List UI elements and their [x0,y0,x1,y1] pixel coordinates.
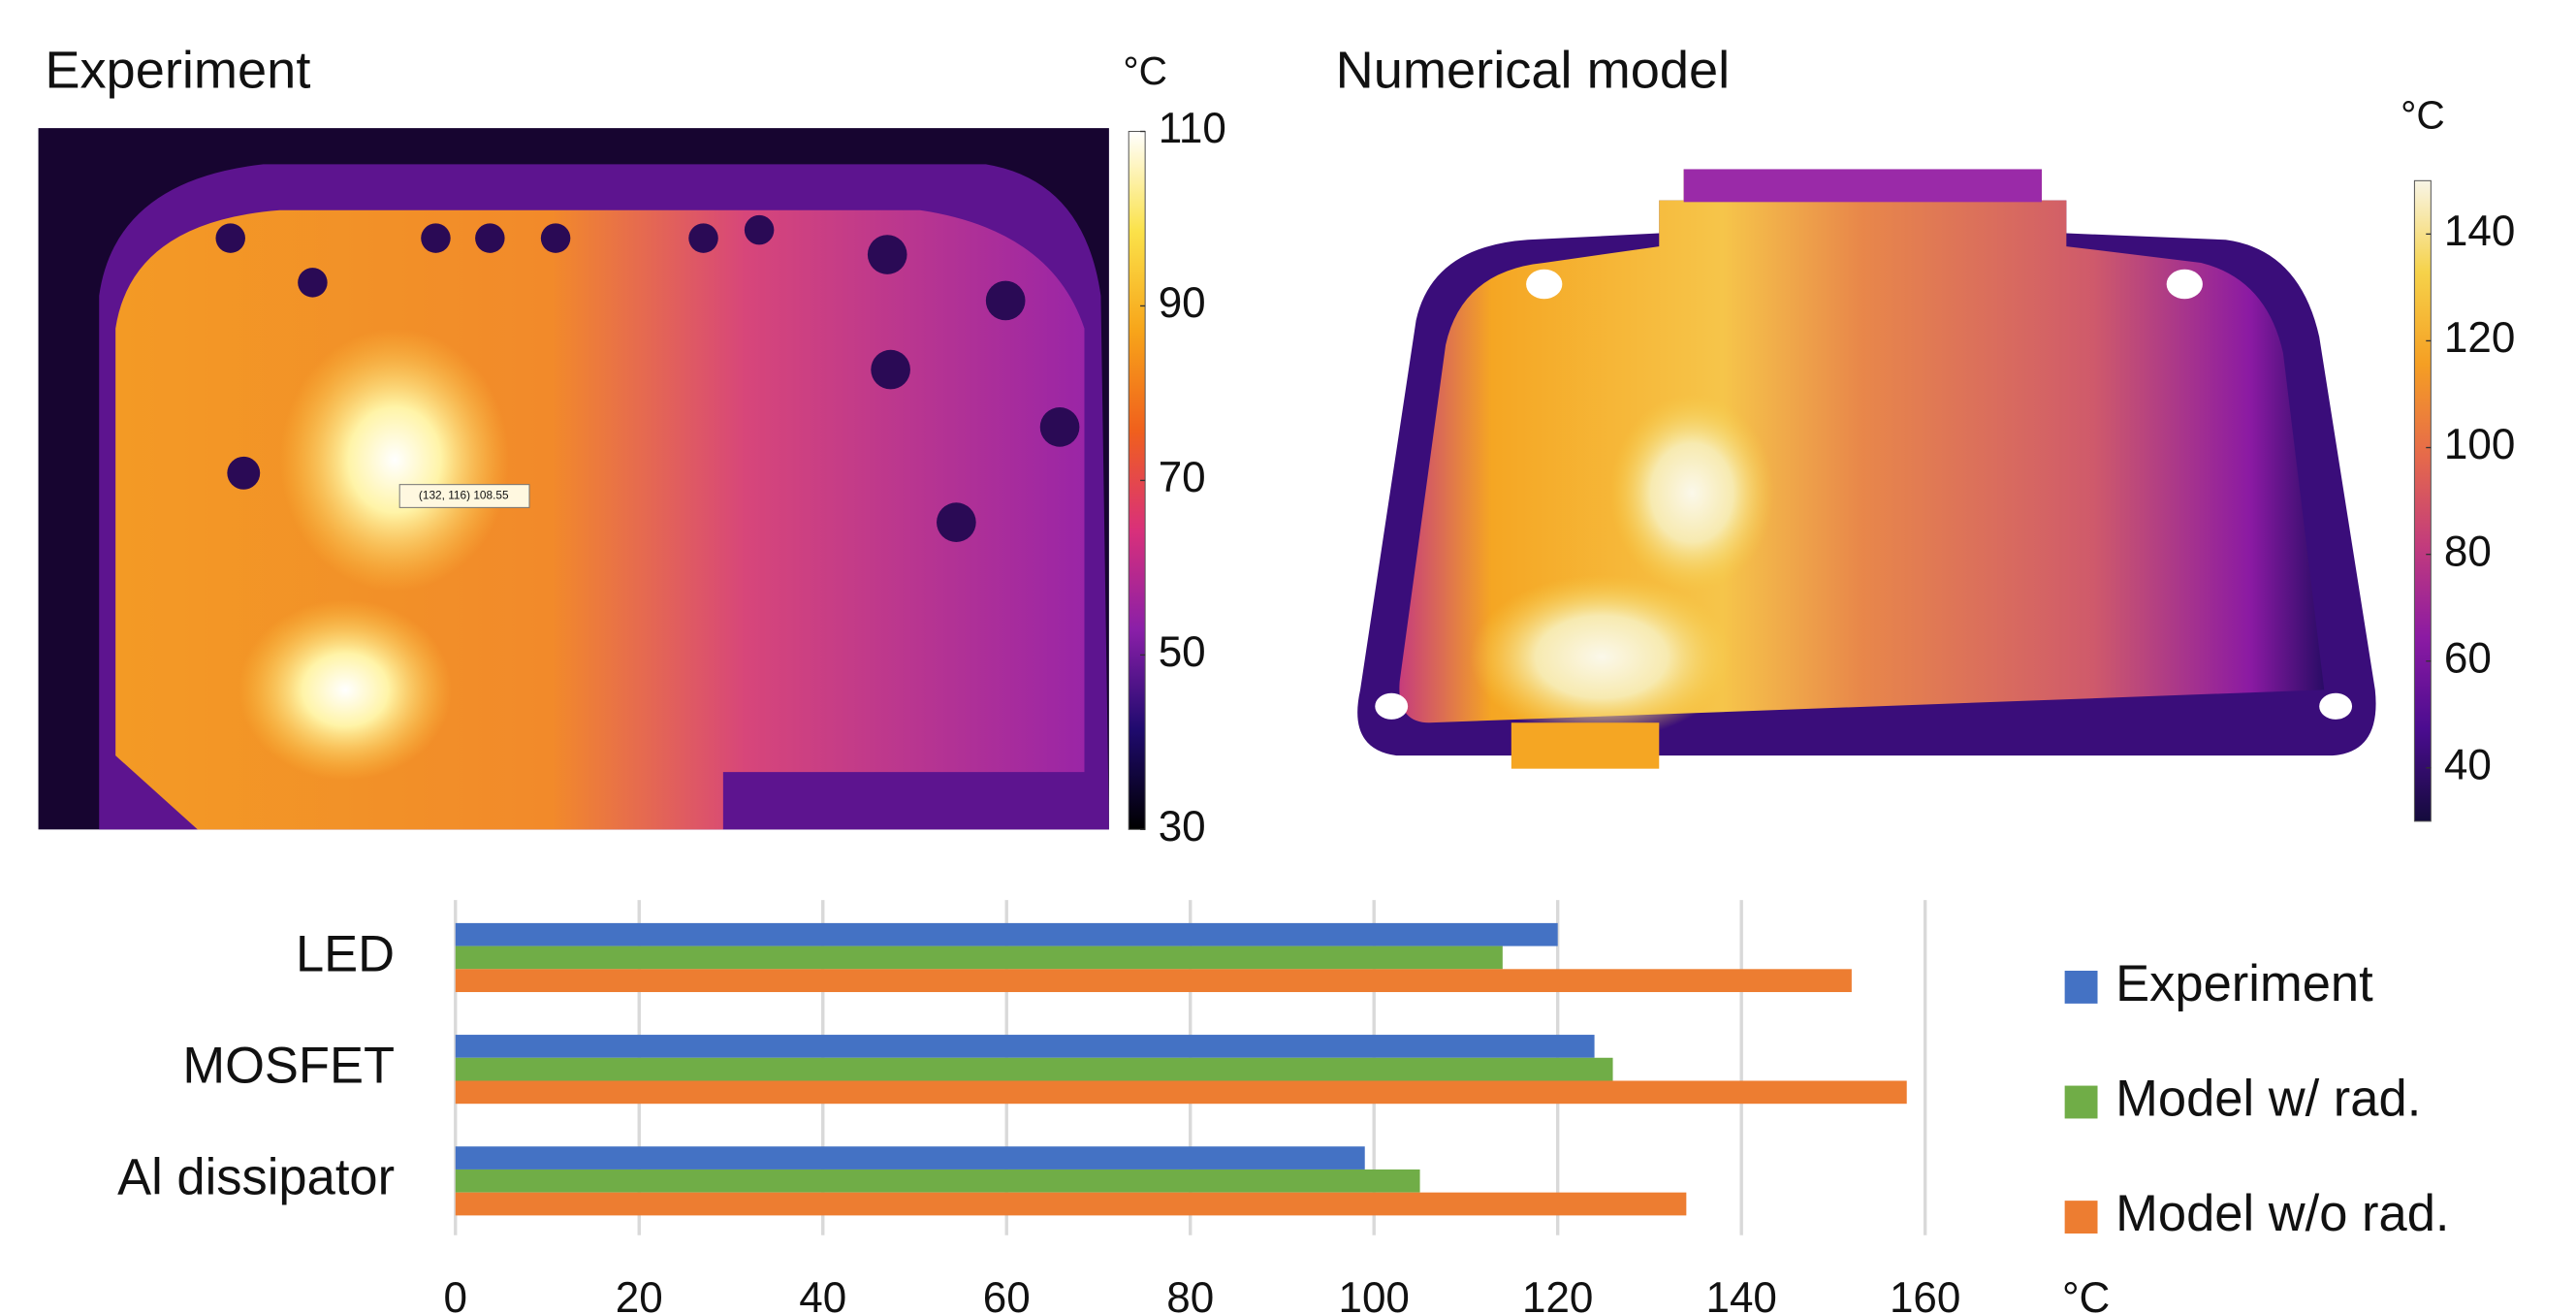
colorbar-tick-label: 50 [1159,628,1206,676]
x-tick-label: 160 [1890,1274,1960,1314]
x-tick-label: 20 [616,1274,663,1314]
category-label: LED [296,925,395,982]
panel-title: Experiment [45,42,310,100]
bar [456,923,1558,946]
legend-swatch [2065,1086,2098,1119]
x-tick-label: 0 [444,1274,467,1314]
legend-label: Model w/ rad. [2115,1070,2421,1127]
legend-swatch [2065,1201,2098,1234]
bar [456,969,1852,992]
legend-label: Model w/o rad. [2115,1185,2449,1242]
thermal-image-model [1357,169,2375,768]
colorbar-tick-label: 70 [1159,454,1206,501]
x-tick-label: 60 [983,1274,1031,1314]
category-label: Al dissipator [117,1149,395,1206]
bar [456,1193,1687,1216]
colorbar-unit: °C [1123,48,1167,93]
thermal-image-experiment [39,128,1109,829]
colorbar-tick-label: 80 [2444,528,2492,575]
colorbar-tick-label: 40 [2444,741,2492,788]
x-tick-label: 80 [1166,1274,1214,1314]
category-label: MOSFET [182,1038,395,1095]
colorbar-unit: °C [2401,93,2445,138]
colorbar-tick-label: 60 [2444,634,2492,682]
colorbar-tick-label: 140 [2444,208,2515,255]
x-tick-label: 120 [1522,1274,1593,1314]
legend-swatch [2065,971,2098,1004]
colorbar-tick-label: 90 [1159,279,1206,327]
bar [456,946,1503,970]
bar [456,1035,1595,1058]
bar [456,1058,1613,1081]
colorbar-tick-label: 100 [2444,421,2515,468]
legend-label: Experiment [2115,955,2373,1012]
x-axis-unit: °C [2062,1274,2110,1314]
colorbar [2414,180,2431,821]
x-tick-label: 40 [799,1274,846,1314]
panel-title: Numerical model [1336,42,1731,100]
bar [456,1170,1420,1193]
colorbar-tick-label: 120 [2444,314,2515,362]
x-tick-label: 100 [1338,1274,1409,1314]
page: {"chart_data": [ {"type": "thermal", "ti… [0,0,2576,1314]
colorbar-tick-label: 110 [1159,105,1226,152]
x-tick-label: 140 [1705,1274,1776,1314]
figure: Experiment °C (132, 116) 108.55 30 50 70 90 110… [0,0,2576,1314]
colorbar-tick-label: 30 [1159,803,1206,850]
bar [456,1146,1365,1170]
bar [456,1080,1907,1104]
annotation: (132, 116) 108.55 [419,489,509,502]
